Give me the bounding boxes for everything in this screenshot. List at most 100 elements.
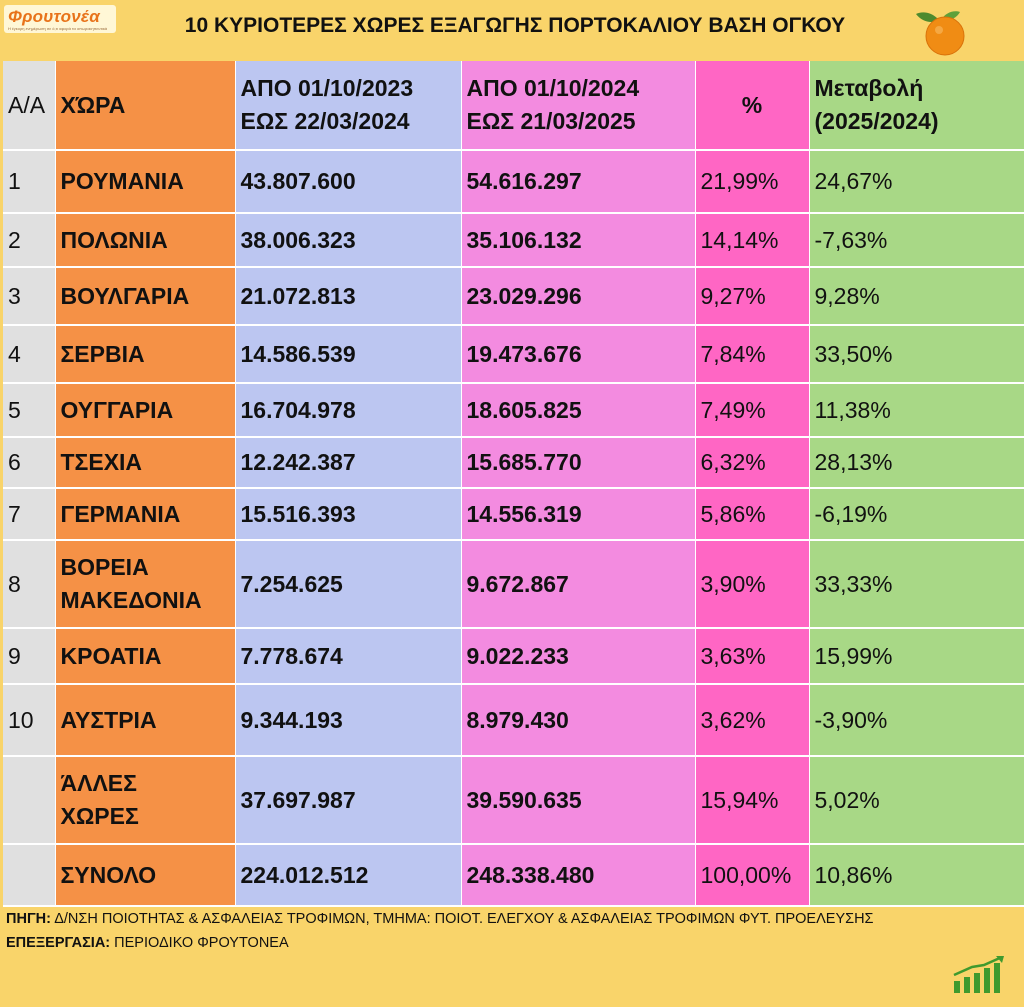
row-idx bbox=[3, 844, 56, 907]
row-pct: 3,63% bbox=[695, 628, 810, 685]
table-total-row: ΣΥΝΟΛΟ 224.012.512 248.338.480 100,00% 1… bbox=[3, 844, 1024, 907]
row-volume-2024: 21.072.813 bbox=[235, 267, 462, 326]
row-volume-2024: 9.344.193 bbox=[235, 684, 462, 757]
table-row: 1 ΡΟΥΜΑΝΙΑ 43.807.600 54.616.297 21,99% … bbox=[3, 150, 1024, 214]
row-volume-2025: 15.685.770 bbox=[461, 437, 696, 489]
table-row: 5 ΟΥΓΓΑΡΙΑ 16.704.978 18.605.825 7,49% 1… bbox=[3, 383, 1024, 438]
row-volume-2024: 14.586.539 bbox=[235, 325, 462, 384]
row-volume-2024: 7.254.625 bbox=[235, 540, 462, 629]
row-pct: 5,86% bbox=[695, 488, 810, 541]
row-country: ΆΛΛΕΣ ΧΩΡΕΣ bbox=[55, 756, 236, 845]
row-volume-2024: 224.012.512 bbox=[235, 844, 462, 907]
row-country: ΒΟΥΛΓΑΡΙΑ bbox=[55, 267, 236, 326]
row-volume-2025: 9.672.867 bbox=[461, 540, 696, 629]
row-country: ΡΟΥΜΑΝΙΑ bbox=[55, 150, 236, 214]
row-volume-2024: 38.006.323 bbox=[235, 213, 462, 268]
header-pct: % bbox=[695, 61, 810, 151]
row-change: 28,13% bbox=[809, 437, 1024, 489]
row-pct: 6,32% bbox=[695, 437, 810, 489]
header-change: Μεταβολή (2025/2024) bbox=[809, 61, 1024, 151]
row-volume-2025: 248.338.480 bbox=[461, 844, 696, 907]
row-idx: 3 bbox=[3, 267, 56, 326]
table-row: 4 ΣΕΡΒΙΑ 14.586.539 19.473.676 7,84% 33,… bbox=[3, 325, 1024, 384]
growth-chart-icon bbox=[953, 955, 1004, 993]
row-volume-2025: 9.022.233 bbox=[461, 628, 696, 685]
export-table: Α/Α ΧΏΡΑ ΑΠΟ 01/10/2023 ΕΩΣ 22/03/2024 ΑΠ… bbox=[3, 61, 1024, 907]
table-row: 7 ΓΕΡΜΑΝΙΑ 15.516.393 14.556.319 5,86% -… bbox=[3, 488, 1024, 541]
row-volume-2025: 14.556.319 bbox=[461, 488, 696, 541]
row-change: -7,63% bbox=[809, 213, 1024, 268]
row-change: 33,33% bbox=[809, 540, 1024, 629]
row-volume-2025: 54.616.297 bbox=[461, 150, 696, 214]
row-volume-2025: 39.590.635 bbox=[461, 756, 696, 845]
processing-line: ΕΠΕΞΕΡΓΑΣΙΑ: ΠΕΡΙΟΔΙΚΟ ΦΡΟΥΤΟΝΕΑ bbox=[6, 935, 289, 951]
table-row: 2 ΠΟΛΩΝΙΑ 38.006.323 35.106.132 14,14% -… bbox=[3, 213, 1024, 268]
table-row: ΆΛΛΕΣ ΧΩΡΕΣ 37.697.987 39.590.635 15,94% … bbox=[3, 756, 1024, 845]
row-pct: 14,14% bbox=[695, 213, 810, 268]
row-volume-2024: 16.704.978 bbox=[235, 383, 462, 438]
table-header-row: Α/Α ΧΏΡΑ ΑΠΟ 01/10/2023 ΕΩΣ 22/03/2024 ΑΠ… bbox=[3, 61, 1024, 151]
row-volume-2024: 43.807.600 bbox=[235, 150, 462, 214]
row-change: 11,38% bbox=[809, 383, 1024, 438]
logo-tagline: Η έγκυρη ενημέρωση σε ό,τι αφορά τα οπωρ… bbox=[8, 26, 108, 31]
row-pct: 9,27% bbox=[695, 267, 810, 326]
row-change: 24,67% bbox=[809, 150, 1024, 214]
row-idx: 2 bbox=[3, 213, 56, 268]
row-country: ΟΥΓΓΑΡΙΑ bbox=[55, 383, 236, 438]
row-country: ΣΕΡΒΙΑ bbox=[55, 325, 236, 384]
row-change: 5,02% bbox=[809, 756, 1024, 845]
row-idx bbox=[3, 756, 56, 845]
row-change: 33,50% bbox=[809, 325, 1024, 384]
row-idx: 6 bbox=[3, 437, 56, 489]
row-change: -6,19% bbox=[809, 488, 1024, 541]
row-volume-2025: 23.029.296 bbox=[461, 267, 696, 326]
row-country: ΒΟΡΕΙΑ ΜΑΚΕΔΟΝΙΑ bbox=[55, 540, 236, 629]
header-period-2: ΑΠΟ 01/10/2024 ΕΩΣ 21/03/2025 bbox=[461, 61, 696, 151]
row-change: -3,90% bbox=[809, 684, 1024, 757]
row-pct: 7,84% bbox=[695, 325, 810, 384]
logo-name: Φρουτονέα bbox=[8, 7, 100, 26]
source-line: ΠΗΓΗ: Δ/ΝΣΗ ΠΟΙΟΤΗΤΑΣ & ΑΣΦΑΛΕΙΑΣ ΤΡΟΦΙΜ… bbox=[6, 911, 874, 927]
row-idx: 8 bbox=[3, 540, 56, 629]
row-idx: 9 bbox=[3, 628, 56, 685]
header-period-1: ΑΠΟ 01/10/2023 ΕΩΣ 22/03/2024 bbox=[235, 61, 462, 151]
row-country: ΤΣΕΧΙΑ bbox=[55, 437, 236, 489]
table-row: 10 ΑΥΣΤΡΙΑ 9.344.193 8.979.430 3,62% -3,… bbox=[3, 684, 1024, 757]
row-volume-2025: 19.473.676 bbox=[461, 325, 696, 384]
row-pct: 100,00% bbox=[695, 844, 810, 907]
table-row: 8 ΒΟΡΕΙΑ ΜΑΚΕΔΟΝΙΑ 7.254.625 9.672.867 3,… bbox=[3, 540, 1024, 629]
row-idx: 7 bbox=[3, 488, 56, 541]
row-change: 10,86% bbox=[809, 844, 1024, 907]
row-idx: 10 bbox=[3, 684, 56, 757]
row-idx: 5 bbox=[3, 383, 56, 438]
row-change: 9,28% bbox=[809, 267, 1024, 326]
orange-icon bbox=[916, 11, 965, 56]
row-volume-2025: 18.605.825 bbox=[461, 383, 696, 438]
row-change: 15,99% bbox=[809, 628, 1024, 685]
row-idx: 4 bbox=[3, 325, 56, 384]
row-volume-2025: 35.106.132 bbox=[461, 213, 696, 268]
row-pct: 15,94% bbox=[695, 756, 810, 845]
row-volume-2024: 15.516.393 bbox=[235, 488, 462, 541]
table-row: 6 ΤΣΕΧΙΑ 12.242.387 15.685.770 6,32% 28,… bbox=[3, 437, 1024, 489]
row-volume-2024: 7.778.674 bbox=[235, 628, 462, 685]
source-footer: ΠΗΓΗ: Δ/ΝΣΗ ΠΟΙΟΤΗΤΑΣ & ΑΣΦΑΛΕΙΑΣ ΤΡΟΦΙΜ… bbox=[6, 909, 1018, 953]
row-pct: 21,99% bbox=[695, 150, 810, 214]
header-bar: Φρουτονέα Η έγκυρη ενημέρωση σε ό,τι αφο… bbox=[0, 0, 1024, 60]
row-volume-2024: 12.242.387 bbox=[235, 437, 462, 489]
row-volume-2024: 37.697.987 bbox=[235, 756, 462, 845]
header-idx: Α/Α bbox=[3, 61, 56, 151]
row-idx: 1 bbox=[3, 150, 56, 214]
row-country: ΣΥΝΟΛΟ bbox=[55, 844, 236, 907]
row-volume-2025: 8.979.430 bbox=[461, 684, 696, 757]
table-row: 3 ΒΟΥΛΓΑΡΙΑ 21.072.813 23.029.296 9,27% … bbox=[3, 267, 1024, 326]
froutonea-logo[interactable]: Φρουτονέα Η έγκυρη ενημέρωση σε ό,τι αφο… bbox=[4, 5, 116, 33]
row-country: ΠΟΛΩΝΙΑ bbox=[55, 213, 236, 268]
table-row: 9 ΚΡΟΑΤΙΑ 7.778.674 9.022.233 3,63% 15,9… bbox=[3, 628, 1024, 685]
page-title: 10 ΚΥΡΙΟΤΕΡΕΣ ΧΩΡΕΣ ΕΞΑΓΩΓΗΣ ΠΟΡΤΟΚΑΛΙΟΥ… bbox=[184, 14, 846, 37]
header-country: ΧΏΡΑ bbox=[55, 61, 236, 151]
row-country: ΑΥΣΤΡΙΑ bbox=[55, 684, 236, 757]
row-pct: 3,62% bbox=[695, 684, 810, 757]
row-pct: 7,49% bbox=[695, 383, 810, 438]
row-pct: 3,90% bbox=[695, 540, 810, 629]
